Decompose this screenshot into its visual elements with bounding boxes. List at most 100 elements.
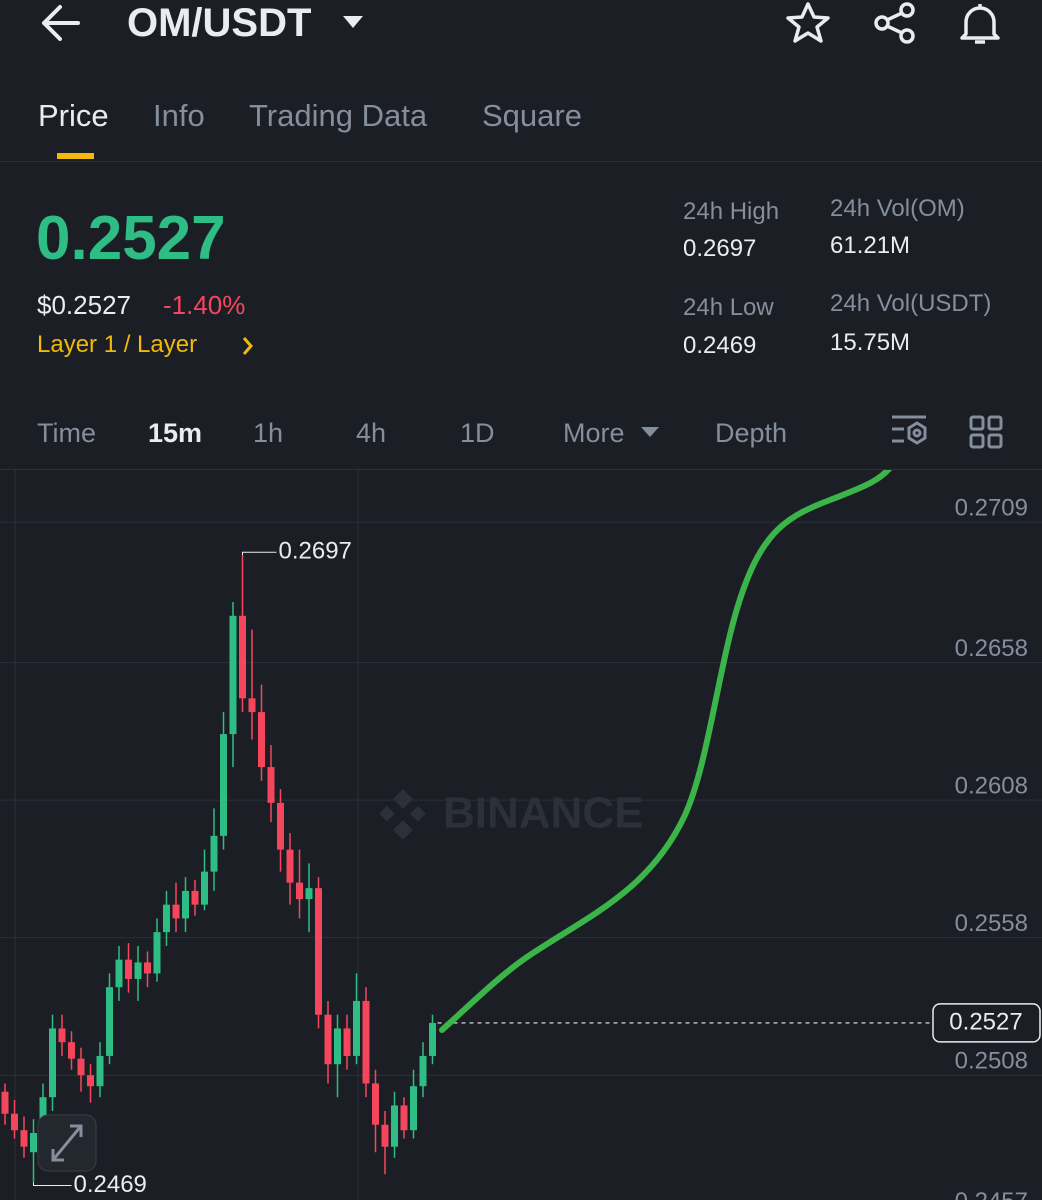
toolbar-icons [641,415,1003,449]
candle-body [429,1022,436,1056]
stat-label: 24h High [683,198,780,225]
stat-label: 24h Vol(USDT) [830,290,992,317]
candle-body [229,615,237,735]
candle-body [286,849,294,883]
candle-body [362,1000,370,1084]
candle-body [400,1105,408,1131]
candle-body [49,1028,56,1098]
candle-body [220,734,227,836]
y-tick-label: 0.2658 [955,635,1028,662]
candle-body [410,1086,417,1131]
candle-body [210,835,218,872]
stat-value: 0.2469 [683,332,757,359]
back-button[interactable] [42,5,80,41]
high-annotation-line [242,551,277,556]
y-tick-label: 0.2558 [955,910,1028,937]
candle-body [39,1097,47,1133]
candle-body [277,802,284,850]
stat-label: 24h Low [683,294,774,321]
candle-body [134,962,142,979]
tab[interactable]: Info [153,98,205,133]
candle-body [77,1058,85,1076]
pair-dropdown[interactable] [343,16,363,28]
low-annotation: 0.2469 [74,1171,147,1198]
sector-link[interactable]: Layer 1 / Layer [37,331,198,358]
candle-body [258,712,265,768]
candle-body [315,888,322,1015]
price-change: -1.40% [163,290,246,320]
watermark-logo [379,789,426,840]
interval[interactable]: 1D [460,418,495,448]
stat-value: 0.2697 [683,235,757,262]
expand-button[interactable] [37,1114,97,1172]
interval[interactable]: Depth [715,418,788,448]
y-tick-label: 0.2457 [955,1188,1028,1200]
interval[interactable]: 1h [253,418,284,448]
candle-body [248,698,256,713]
chart: BINANCE 0.2709 0.2658 0.2608 0.2558 0.2508 0.… [0,470,1042,1200]
watermark: BINANCE [443,789,643,838]
candle-body [191,890,199,905]
active-tab-indicator [57,153,94,159]
candle-body [20,1130,28,1147]
candle-body [182,890,189,919]
candle-body [239,615,246,699]
tab[interactable]: Trading Data [249,98,428,133]
indicator-settings[interactable] [892,415,927,445]
divider [0,161,1042,162]
candle-body [1,1091,9,1114]
divider [0,469,1042,470]
last-price-tag [932,1003,1041,1043]
interval[interactable]: 15m [148,418,203,448]
sector-chevron[interactable] [238,334,258,358]
usd-price: $0.2527 [37,290,131,320]
stat-value: 61.21M [830,232,911,259]
stat-value: 15.75M [830,329,911,356]
candle-body [201,871,208,905]
candle-body [372,1083,379,1125]
last-price-label: 0.2527 [949,1008,1022,1035]
candle-body [58,1028,66,1043]
share-button[interactable] [874,2,915,44]
layout-button[interactable] [969,415,1003,449]
candle-body [144,962,151,974]
candle-body [96,1055,104,1087]
pair-title[interactable]: OM/USDT [127,1,312,45]
candle-body [153,932,161,974]
candle-body [106,987,113,1056]
alert-button[interactable] [960,4,1000,44]
candle-body [334,1028,341,1065]
tab[interactable]: Square [482,98,582,133]
candle-body [172,904,180,919]
candle-body [115,959,123,988]
candle-body [11,1113,18,1131]
interval[interactable]: 4h [356,418,387,448]
candle-body [305,888,313,900]
candle-body [163,904,170,933]
low-annotation-line [33,1182,72,1186]
interval[interactable]: More [563,418,625,448]
interval[interactable]: Time [37,418,96,448]
y-tick-label: 0.2508 [955,1048,1028,1075]
high-annotation: 0.2697 [279,538,352,565]
candle-body [30,1132,37,1153]
hand-drawn-curve [439,470,892,1033]
candle-body [87,1075,94,1087]
candle-body [419,1055,427,1087]
header-icons [42,2,1000,44]
candle-body [324,1014,332,1065]
tab[interactable]: Price [38,98,109,133]
y-tick-label: 0.2608 [955,772,1028,799]
candle-body [353,1000,360,1056]
candle-body [343,1028,351,1056]
candle-body [391,1105,398,1147]
more-caret[interactable] [641,427,659,437]
candle-body [125,959,132,979]
last-price: 0.2527 [36,204,226,273]
stat-label: 24h Vol(OM) [830,195,965,222]
candle-body [267,767,275,803]
candle-body [68,1042,75,1059]
y-tick-label: 0.2709 [955,495,1028,522]
favorite-button[interactable] [786,2,830,43]
